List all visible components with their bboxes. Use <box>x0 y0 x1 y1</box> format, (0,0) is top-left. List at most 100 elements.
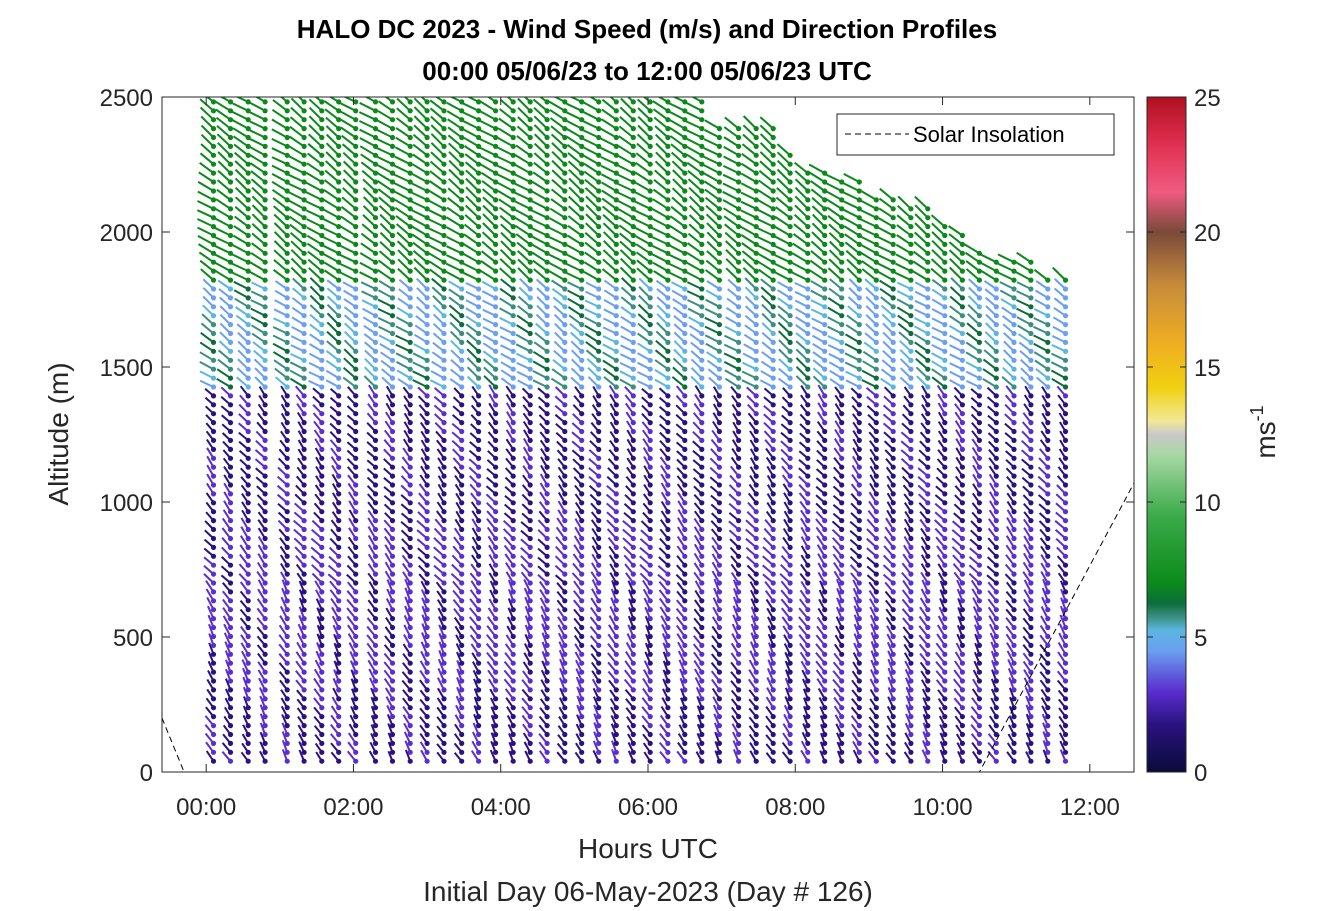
wind-barb-dot <box>630 562 636 568</box>
wind-barb-dot <box>336 580 342 586</box>
wind-barb <box>688 195 703 210</box>
wind-barb-dot <box>424 723 430 729</box>
wind-barb-dot <box>301 633 307 640</box>
wind-barb-dot <box>699 749 705 755</box>
wind-barb <box>668 102 686 112</box>
wind-barb-dot <box>441 402 447 408</box>
wind-barb-dot <box>562 152 568 158</box>
wind-barb-dot <box>336 562 342 568</box>
wind-barb-dot <box>770 375 776 381</box>
wind-barb <box>533 124 548 139</box>
wind-barb <box>668 118 686 130</box>
wind-barb-dot <box>284 446 290 452</box>
wind-barb-dot <box>510 339 516 345</box>
wind-barb-dot <box>562 580 568 586</box>
wind-barb <box>601 98 617 112</box>
wind-barb-dot <box>562 215 568 221</box>
wind-barb <box>322 244 340 255</box>
wind-barb-dot <box>389 304 396 310</box>
wind-barb-dot <box>353 384 359 390</box>
wind-barb <box>602 213 617 228</box>
wind-barb-dot <box>716 687 723 693</box>
wind-barb <box>517 258 531 272</box>
wind-barb-dot <box>372 339 379 345</box>
wind-barb-dot <box>493 589 499 595</box>
wind-barb <box>429 268 445 281</box>
wind-barb <box>585 213 600 228</box>
wind-barb-dot <box>441 500 447 506</box>
wind-barb-dot <box>613 286 619 292</box>
wind-barb-dot <box>407 313 413 319</box>
wind-barb-dot <box>372 232 379 239</box>
wind-barb-dot <box>372 616 379 622</box>
wind-barb-dot <box>510 224 516 230</box>
wind-barb <box>569 97 583 103</box>
wind-barb-dot <box>424 526 430 533</box>
wind-barb <box>413 258 428 272</box>
wind-barb <box>197 226 214 237</box>
wind-barb-dot <box>407 250 413 256</box>
wind-barb-dot <box>319 535 325 542</box>
wind-barb-dot <box>407 509 413 515</box>
wind-barb-dot <box>336 518 342 524</box>
wind-barb-dot <box>210 535 217 542</box>
wind-barb <box>288 145 305 157</box>
wind-barb-dot <box>372 553 379 559</box>
wind-barb-dot <box>389 375 396 381</box>
wind-barb <box>740 162 757 174</box>
wind-barb-dot <box>424 357 430 363</box>
wind-barb-dot <box>227 161 234 167</box>
wind-barb <box>403 97 411 103</box>
wind-barb-dot <box>424 642 430 649</box>
wind-barb <box>273 213 288 228</box>
wind-barb <box>635 243 651 255</box>
wind-barb-dot <box>699 277 705 283</box>
wind-barb-dot <box>301 607 307 613</box>
wind-barb <box>249 154 266 166</box>
wind-barb-dot <box>424 152 430 158</box>
wind-barb-dot <box>424 553 430 559</box>
wind-barb-dot <box>301 277 307 283</box>
wind-barb <box>532 350 548 362</box>
wind-barb-dot <box>389 678 396 684</box>
wind-barb-dot <box>630 384 636 390</box>
wind-barb <box>446 216 463 228</box>
wind-barb-dot <box>353 696 359 702</box>
wind-barb-dot <box>459 197 465 203</box>
wind-barb-dot <box>372 411 379 417</box>
wind-barb-dot <box>301 473 307 479</box>
wind-barb-dot <box>613 660 619 666</box>
wind-barb-dot <box>682 384 688 390</box>
wind-barb-dot <box>372 295 379 301</box>
wind-barb-dot <box>476 295 482 301</box>
wind-barb <box>234 196 249 210</box>
wind-barb-dot <box>596 758 602 764</box>
wind-barb-dot <box>353 437 359 443</box>
wind-barb-dot <box>441 134 447 141</box>
wind-barb <box>214 100 232 112</box>
wind-barb <box>725 248 740 263</box>
wind-barb-dot <box>562 313 568 319</box>
wind-barb-dot <box>353 705 359 711</box>
wind-barb-dot <box>665 420 671 426</box>
wind-barb-dot <box>736 624 742 631</box>
wind-barb-dot <box>665 277 671 283</box>
wind-barb <box>288 207 305 219</box>
wind-barb-dot <box>319 366 325 372</box>
wind-barb-dot <box>736 179 742 185</box>
wind-barb-dot <box>647 553 653 559</box>
wind-barb <box>687 242 703 255</box>
wind-barb-dot <box>596 455 602 461</box>
wind-barb <box>479 128 497 139</box>
wind-barb <box>740 225 757 237</box>
wind-barb <box>585 195 600 210</box>
wind-barb-dot <box>441 375 447 381</box>
wind-barb <box>515 343 531 353</box>
wind-barb-dot <box>262 126 268 132</box>
wind-barb-dot <box>562 740 568 747</box>
wind-barb-dot <box>736 642 742 649</box>
wind-barb <box>250 307 266 317</box>
wind-barb <box>688 214 703 228</box>
wind-barb-dot <box>579 509 585 515</box>
wind-barb-dot <box>227 705 234 711</box>
